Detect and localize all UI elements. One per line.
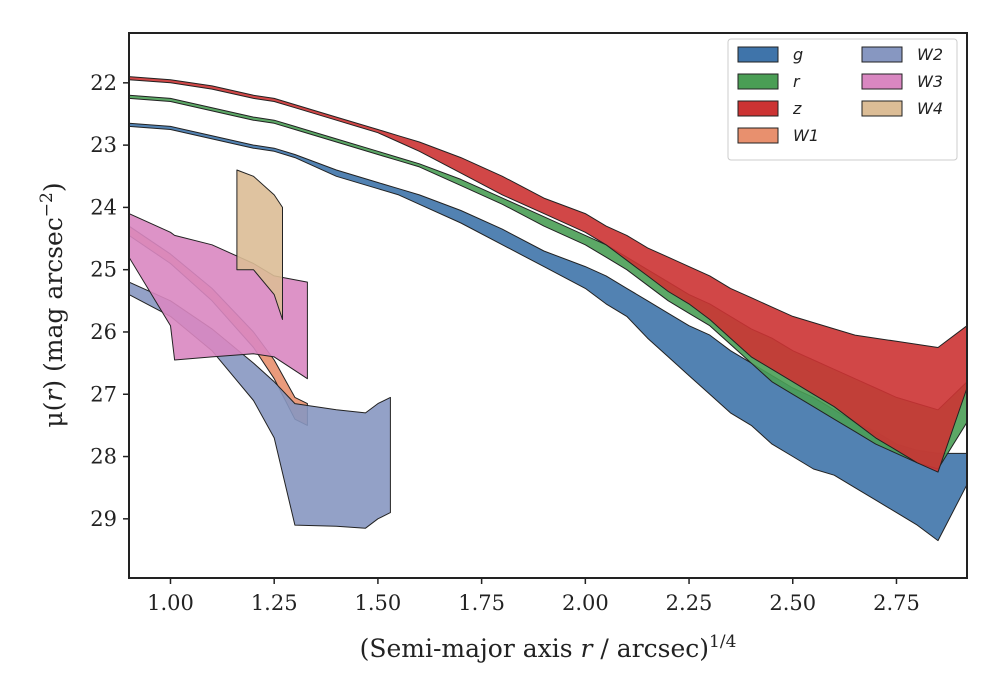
- y-tick-label: 23: [90, 133, 117, 157]
- x-tick-label: 1.50: [355, 591, 402, 615]
- legend-label-w3: W3: [917, 72, 943, 91]
- x-tick-label: 2.75: [873, 591, 920, 615]
- x-tick-label: 1.00: [147, 591, 194, 615]
- y-axis-label: μ(r) (mag arcsec−2): [37, 182, 68, 427]
- y-tick-label: 26: [90, 320, 117, 344]
- x-tick-label: 2.25: [666, 591, 713, 615]
- legend-label-g: g: [793, 45, 803, 64]
- legend: grz W1 W2 W3 W4: [727, 38, 958, 161]
- y-tick-label: 24: [90, 195, 117, 219]
- legend-swatch-g: [737, 46, 779, 63]
- y-axis-ticks: 22 23 24 25 26 27 28 29: [90, 71, 129, 531]
- band-g: [129, 122, 967, 542]
- x-tick-label: 1.75: [458, 591, 505, 615]
- legend-swatch-w3: [861, 73, 903, 90]
- profile-bands: [129, 76, 967, 542]
- y-tick-label: 25: [90, 258, 117, 282]
- x-tick-label: 2.00: [562, 591, 609, 615]
- x-tick-label: 1.25: [251, 591, 298, 615]
- legend-swatch-w2: [861, 46, 903, 63]
- x-tick-label: 2.50: [769, 591, 816, 615]
- legend-label-r: r: [793, 72, 801, 91]
- x-axis-ticks: 1.00 1.25 1.50 1.75 2.00 2.25 2.50 2.75: [147, 578, 920, 615]
- legend-label-w4: W4: [917, 99, 943, 118]
- y-tick-label: 29: [90, 507, 117, 531]
- band-z: [129, 76, 967, 473]
- legend-frame: [727, 38, 958, 161]
- plot-frame: [128, 32, 968, 579]
- x-axis-label: (Semi-major axis r / arcsec)1/4: [360, 632, 737, 663]
- legend-swatch-w1: [737, 127, 779, 144]
- band-w4: [236, 169, 283, 320]
- legend-swatch-w4: [861, 100, 903, 117]
- y-tick-label: 22: [90, 71, 117, 95]
- legend-swatch-z: [737, 100, 779, 117]
- band-w3: [129, 213, 308, 380]
- legend-label-w1: W1: [793, 126, 819, 145]
- legend-label-w2: W2: [917, 45, 943, 64]
- y-tick-label: 27: [90, 382, 117, 406]
- y-tick-label: 28: [90, 445, 117, 469]
- legend-swatch-r: [737, 73, 779, 90]
- legend-label-z: z: [792, 99, 802, 118]
- band-w2: [129, 281, 391, 529]
